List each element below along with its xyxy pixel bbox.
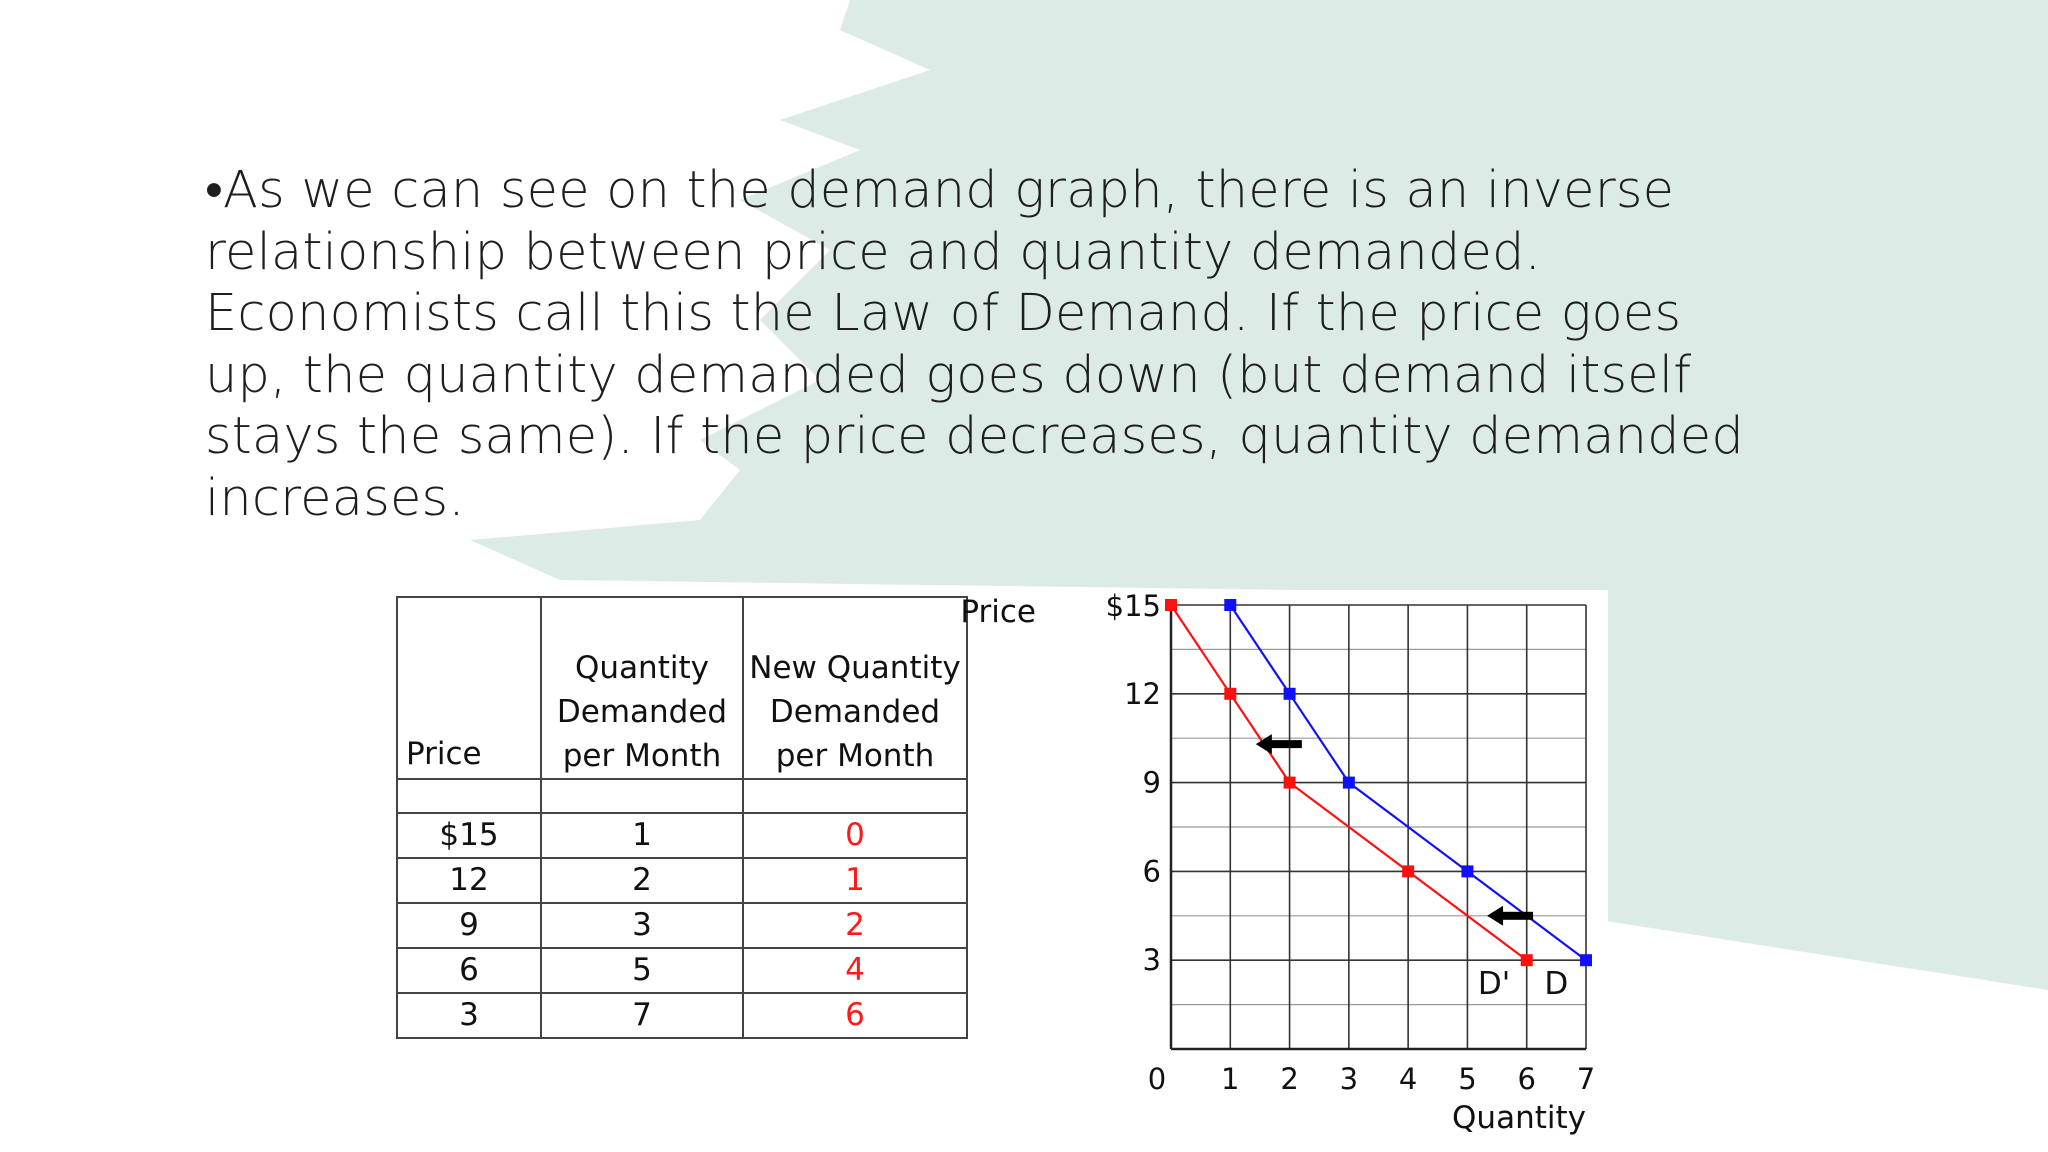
table-cell <box>396 778 542 814</box>
header-quantity-demanded: Quantity Demanded per Month <box>540 596 744 780</box>
data-point <box>1461 865 1474 878</box>
table-row: 12 2 1 <box>396 857 968 904</box>
table-cell-quantity: 1 <box>540 812 744 859</box>
x-tick-label: 1 <box>1221 1062 1239 1096</box>
series-label: D' <box>1478 966 1510 1002</box>
table-cell-price: 9 <box>396 902 542 949</box>
table-cell-new-quantity: 0 <box>742 812 968 859</box>
table-cell-quantity: 5 <box>540 947 744 994</box>
header-price: Price <box>396 596 542 780</box>
chart-grid <box>1171 604 1587 1049</box>
data-point <box>1283 687 1296 700</box>
data-point <box>1283 776 1296 789</box>
chart-axes <box>1169 605 1586 1051</box>
table-cell-new-quantity: 2 <box>742 902 968 949</box>
shift-arrow-icon <box>1487 905 1534 926</box>
demand-figure: Price Quantity Demanded per Month New Qu… <box>396 590 1608 1152</box>
table-row: 6 5 4 <box>396 947 968 994</box>
table-cell <box>540 778 744 814</box>
data-point <box>1224 687 1237 700</box>
table-cell-price: 12 <box>396 857 542 904</box>
y-axis-title: Price <box>960 594 1036 630</box>
data-point <box>1342 776 1355 789</box>
data-point <box>1520 954 1533 967</box>
y-tick-label: $15 <box>1106 590 1161 623</box>
x-tick-label: 5 <box>1458 1062 1476 1096</box>
x-tick-label: 0 <box>1148 1062 1166 1096</box>
table-cell-new-quantity: 1 <box>742 857 968 904</box>
table-header-row: Price Quantity Demanded per Month New Qu… <box>396 596 968 780</box>
shift-arrow-icon <box>1255 734 1302 755</box>
table-row: 9 3 2 <box>396 902 968 949</box>
y-tick-label: 12 <box>1124 677 1161 711</box>
data-point <box>1580 954 1592 967</box>
y-tick-label: 9 <box>1143 766 1161 800</box>
x-tick-label: 6 <box>1517 1062 1535 1096</box>
y-tick-label: 6 <box>1143 854 1161 888</box>
table-cell-price: 3 <box>396 992 542 1039</box>
x-tick-label: 2 <box>1280 1062 1298 1096</box>
background-blob <box>470 0 2048 990</box>
table-spacer-row <box>396 778 968 814</box>
table-cell-quantity: 7 <box>540 992 744 1039</box>
table-cell-new-quantity: 6 <box>742 992 968 1039</box>
data-point <box>1402 865 1415 878</box>
x-tick-label: 3 <box>1340 1062 1358 1096</box>
x-tick-label: 4 <box>1399 1062 1417 1096</box>
table-cell-price: 6 <box>396 947 542 994</box>
chart-series <box>1165 599 1592 967</box>
bullet-paragraph: •As we can see on the demand graph, ther… <box>205 161 1744 528</box>
data-point <box>1224 599 1237 611</box>
table-cell-quantity: 2 <box>540 857 744 904</box>
demand-table: Price Quantity Demanded per Month New Qu… <box>396 596 968 1039</box>
table-cell <box>742 778 968 814</box>
table-cell-price: $15 <box>396 812 542 859</box>
table-cell-quantity: 3 <box>540 902 744 949</box>
data-point <box>1165 599 1177 611</box>
x-tick-label: 7 <box>1577 1062 1595 1096</box>
table-cell-new-quantity: 4 <box>742 947 968 994</box>
y-tick-label: 3 <box>1143 943 1161 977</box>
table-row: 3 7 6 <box>396 992 968 1039</box>
table-row: $15 1 0 <box>396 812 968 859</box>
header-new-quantity-demanded: New Quantity Demanded per Month <box>742 596 968 780</box>
series-label: D <box>1544 966 1568 1002</box>
x-axis-title: Quantity <box>1452 1100 1586 1136</box>
